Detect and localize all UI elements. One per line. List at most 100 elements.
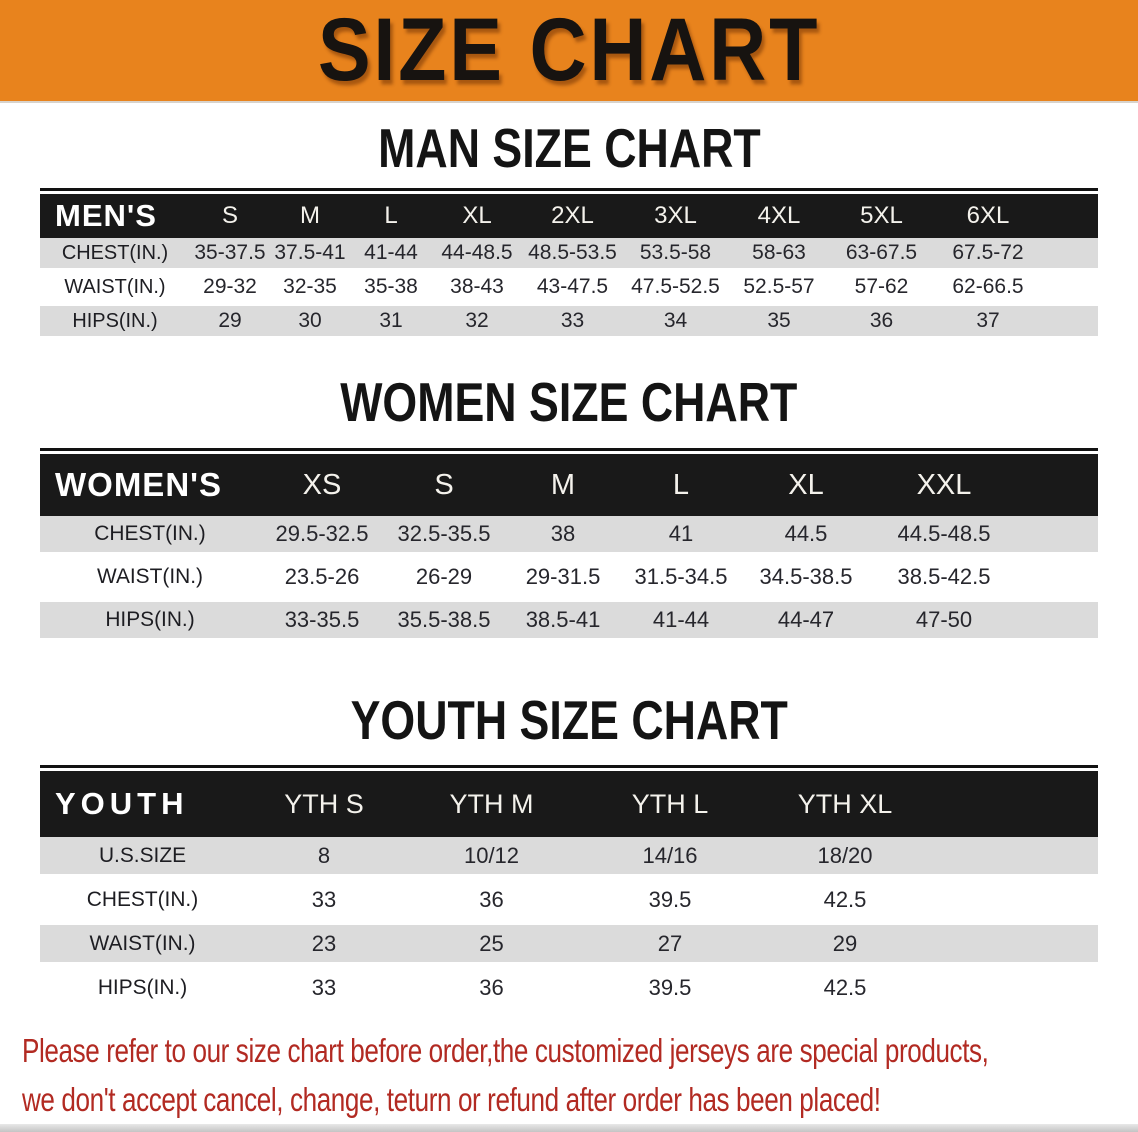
women-table-header-label: WOMEN'S <box>55 466 223 503</box>
youth-row-value: 8 <box>317 842 331 868</box>
youth-section-heading-text: YOUTH SIZE CHART <box>350 690 788 752</box>
youth-row-value: 42.5 <box>823 886 867 912</box>
men-row-value: 37.5-41 <box>274 241 346 264</box>
men-row-label: WAIST(IN.) <box>64 275 166 298</box>
men-section-heading: MAN SIZE CHART <box>40 118 1098 188</box>
women-row-value: 26-29 <box>415 564 473 589</box>
women-size-column-xxl: XXL <box>916 468 972 501</box>
order-notice: Please refer to our size chart before or… <box>22 1032 1132 1130</box>
men-row-value: 41-44 <box>364 241 418 264</box>
men-row-value: 34 <box>663 309 688 332</box>
women-table-row: WAIST(IN.) 23.5-26 26-29 29-31.5 31.5-34.5 34… <box>40 559 1098 595</box>
women-row-label: WAIST(IN.) <box>97 565 203 588</box>
youth-row-value: 33 <box>311 886 337 912</box>
youth-row-value: 10/12 <box>463 842 520 868</box>
men-row-value: 29 <box>218 309 242 332</box>
youth-row-value: 36 <box>479 974 504 1000</box>
youth-row-value: 27 <box>657 930 683 956</box>
youth-row-value: 36 <box>479 886 504 912</box>
youth-row-label: HIPS(IN.) <box>97 975 188 999</box>
women-size-column-s: S <box>434 468 454 501</box>
women-size-column-xs: XS <box>302 468 342 501</box>
women-row-value: 23.5-26 <box>284 564 360 589</box>
men-size-column-2xl: 2XL <box>551 202 594 229</box>
youth-row-value: 18/20 <box>817 842 873 868</box>
women-row-value: 38 <box>550 521 576 546</box>
men-table-row: WAIST(IN.) 29-32 32-35 35-38 38-43 43-47.5 47.… <box>40 272 1098 302</box>
men-row-value: 63-67.5 <box>845 241 918 264</box>
women-table-header-row: WOMEN'S XS S M L XL XXL <box>40 454 1098 516</box>
women-size-column-m: M <box>550 468 576 501</box>
men-row-value: 44-48.5 <box>441 241 513 264</box>
men-table-header-label: MEN'S <box>55 198 157 233</box>
youth-row-value: 39.5 <box>648 886 692 912</box>
men-size-column-s: S <box>221 202 238 229</box>
women-row-value: 38.5-42.5 <box>897 564 991 589</box>
youth-table-header-label: YOUTH <box>55 786 189 821</box>
youth-row-label: CHEST(IN.) <box>86 887 199 911</box>
men-row-value: 57-62 <box>854 275 909 298</box>
men-section-heading-text: MAN SIZE CHART <box>377 118 761 180</box>
men-row-label: HIPS(IN.) <box>72 309 158 332</box>
women-size-column-xl: XL <box>788 468 824 501</box>
men-row-value: 35 <box>767 309 791 332</box>
men-row-value: 47.5-52.5 <box>631 275 720 298</box>
youth-table-row: CHEST(IN.) 33 36 39.5 42.5 <box>40 881 1098 918</box>
men-row-value: 67.5-72 <box>952 241 1024 264</box>
men-table-topline <box>40 188 1098 191</box>
youth-section: YOUTH SIZE CHART YOUTH YTH S YTH M YTH L YTH… <box>40 688 1098 1013</box>
youth-row-value: 29 <box>832 930 858 956</box>
youth-row-value: 33 <box>311 974 337 1000</box>
women-row-label: CHEST(IN.) <box>94 522 206 545</box>
women-row-value: 29-31.5 <box>525 564 601 589</box>
men-table-row: CHEST(IN.) 35-37.5 37.5-41 41-44 44-48.5 48.5… <box>40 238 1098 268</box>
youth-size-column-yth-s: YTH S <box>284 788 364 819</box>
youth-row-value: 23 <box>311 930 337 956</box>
women-section-heading-text: WOMEN SIZE CHART <box>340 372 798 434</box>
youth-table-row: U.S.SIZE 8 10/12 14/16 18/20 <box>40 837 1098 874</box>
women-row-value: 32.5-35.5 <box>397 521 491 546</box>
men-row-value: 32 <box>465 309 489 332</box>
women-row-value: 31.5-34.5 <box>634 564 728 589</box>
youth-row-value: 14/16 <box>642 842 698 868</box>
women-row-value: 35.5-38.5 <box>397 607 491 632</box>
women-row-value: 29.5-32.5 <box>275 521 369 546</box>
women-section: WOMEN SIZE CHART WOMEN'S XS S M L XL XXL CHEST(… <box>40 370 1098 645</box>
youth-size-column-yth-xl: YTH XL <box>797 788 893 819</box>
banner-title: SIZE CHART <box>317 0 821 100</box>
youth-table-topline <box>40 765 1098 768</box>
notice-line-2: we don't accept cancel, change, teturn o… <box>22 1081 881 1118</box>
men-row-value: 29-32 <box>203 275 257 298</box>
women-row-value: 44.5 <box>784 521 828 546</box>
men-row-label: CHEST(IN.) <box>61 241 169 264</box>
men-size-column-4xl: 4XL <box>757 202 801 229</box>
women-table-row: HIPS(IN.) 33-35.5 35.5-38.5 38.5-41 41-44 44-… <box>40 602 1098 638</box>
women-row-value: 47-50 <box>915 607 973 632</box>
men-row-value: 35-37.5 <box>194 241 266 264</box>
men-row-value: 43-47.5 <box>536 275 609 298</box>
men-section: MAN SIZE CHART MEN'S S M L XL 2XL 3XL 4XL 5XL 6XL… <box>40 118 1098 340</box>
women-row-value: 33-35.5 <box>284 607 360 632</box>
women-size-column-l: L <box>672 468 690 501</box>
men-row-value: 30 <box>298 309 322 332</box>
men-row-value: 48.5-53.5 <box>528 241 617 264</box>
men-size-column-xl: XL <box>462 202 492 229</box>
men-row-value: 38-43 <box>450 275 504 298</box>
women-section-heading: WOMEN SIZE CHART <box>40 370 1098 448</box>
women-row-value: 41-44 <box>652 607 710 632</box>
men-size-column-l: L <box>384 202 398 229</box>
youth-row-label: U.S.SIZE <box>98 843 187 867</box>
men-size-table: MEN'S S M L XL 2XL 3XL 4XL 5XL 6XL CHEST(IN.) 35-37… <box>40 188 1098 336</box>
women-row-value: 44.5-48.5 <box>897 521 991 546</box>
women-row-value: 34.5-38.5 <box>759 564 853 589</box>
men-table-header-row: MEN'S S M L XL 2XL 3XL 4XL 5XL 6XL <box>40 194 1098 238</box>
men-row-value: 36 <box>869 309 894 332</box>
men-size-column-3xl: 3XL <box>654 202 697 229</box>
youth-size-column-yth-m: YTH M <box>449 788 534 819</box>
women-row-label: HIPS(IN.) <box>105 608 195 631</box>
men-row-value: 31 <box>379 309 403 332</box>
men-row-value: 37 <box>976 309 1000 332</box>
women-size-table: WOMEN'S XS S M L XL XXL CHEST(IN.) 29.5-32.5 32.5… <box>40 448 1098 638</box>
notice-line-1: Please refer to our size chart before or… <box>22 1032 989 1069</box>
men-size-column-m: M <box>300 202 320 229</box>
